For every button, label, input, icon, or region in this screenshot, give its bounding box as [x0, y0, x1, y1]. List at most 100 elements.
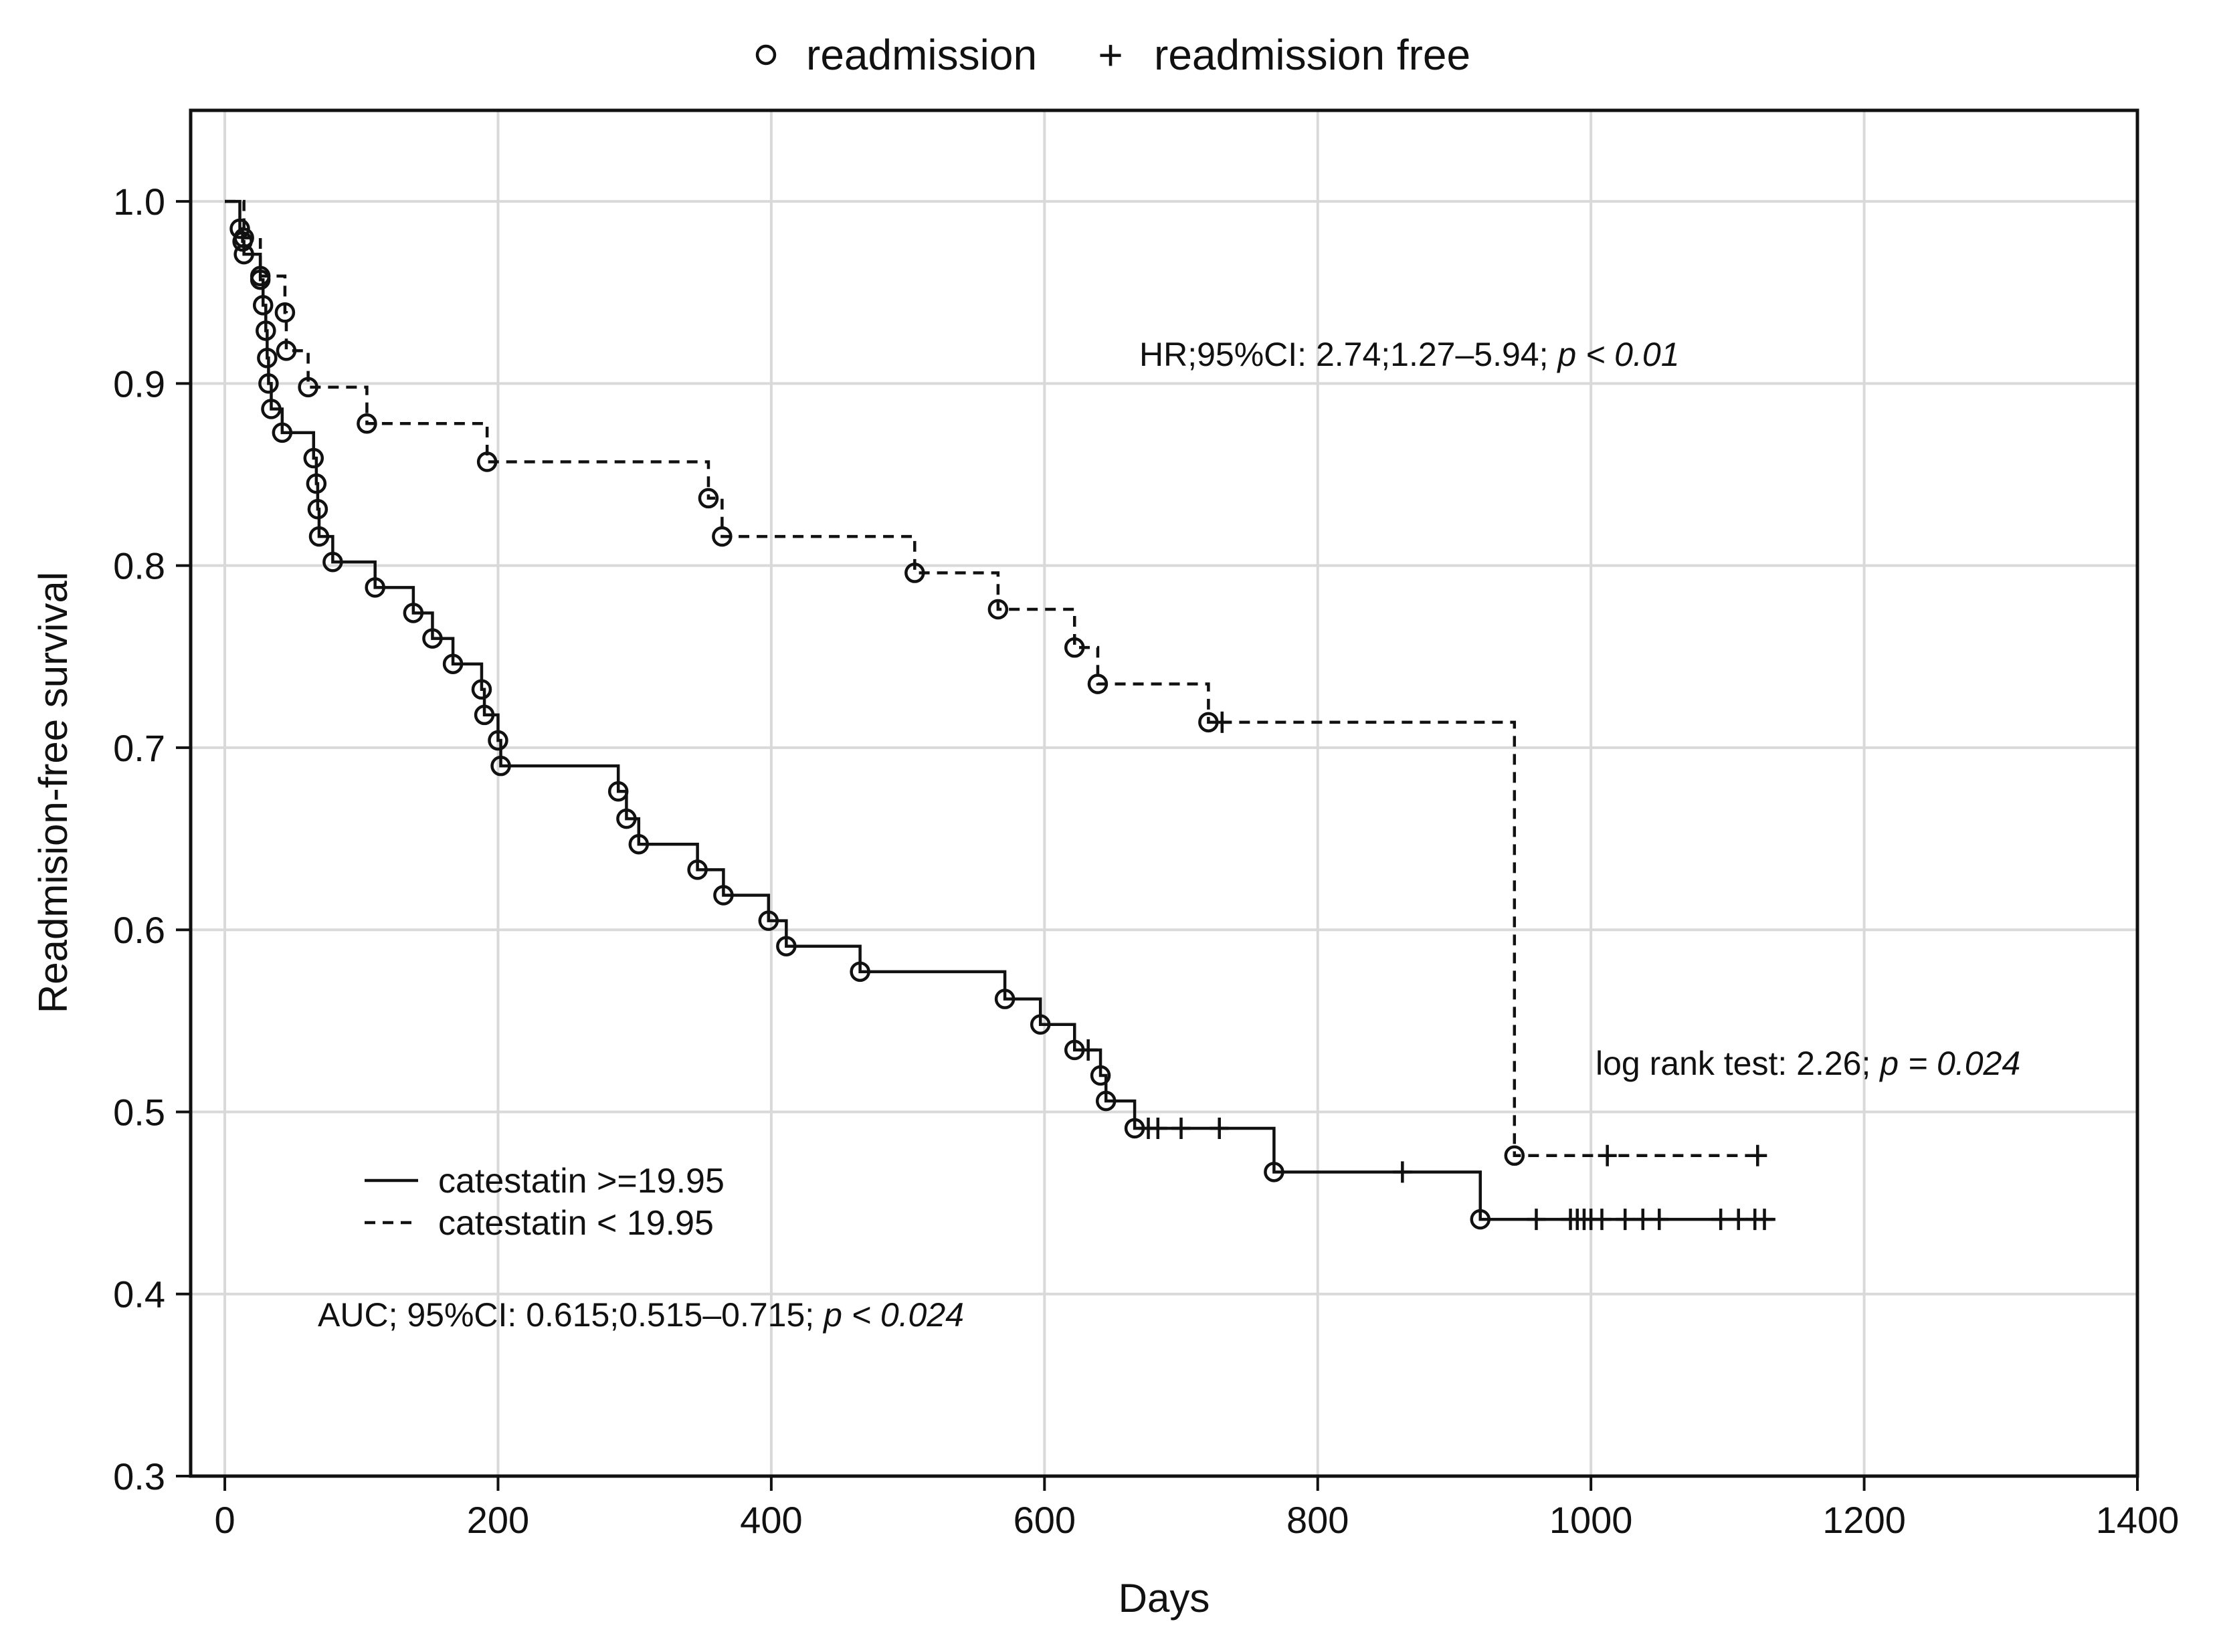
- readmission-marker: [488, 730, 508, 751]
- censor-marker: [1748, 1144, 1767, 1166]
- readmission-marker: [272, 422, 293, 443]
- x-axis-title: Days: [1119, 1576, 1210, 1621]
- censor-marker: [1212, 711, 1232, 733]
- readmission-marker: [1095, 1090, 1117, 1112]
- x-tick-label: 600: [1014, 1499, 1076, 1541]
- series-high-line: [225, 199, 1775, 1221]
- readmission-marker: [698, 488, 719, 509]
- readmission-marker: [422, 628, 443, 649]
- y-tick-label: 0.8: [113, 545, 165, 587]
- legend-readmission-free-label: readmission free: [1154, 31, 1470, 79]
- readmission-marker: [490, 755, 511, 777]
- logrank-annotation-text: log rank test: 2.26;: [1596, 1045, 1880, 1082]
- readmission-marker: [308, 526, 330, 547]
- series-legend: catestatin >=19.95 catestatin < 19.95: [365, 1162, 725, 1243]
- readmission-marker: [713, 885, 734, 906]
- x-tick-label: 200: [467, 1499, 529, 1541]
- readmission-marker: [904, 562, 925, 583]
- censor-marker: [1729, 1209, 1748, 1231]
- readmission-marker: [1087, 674, 1109, 694]
- readmission-marker: [307, 499, 328, 520]
- readmission-marker: [365, 577, 385, 598]
- readmission-marker: [616, 808, 637, 829]
- readmission-marker: [687, 859, 708, 880]
- legend-series-high-label: catestatin >=19.95: [438, 1162, 725, 1201]
- y-tick-label: 0.6: [113, 909, 165, 951]
- censor-marker: [1171, 1117, 1191, 1139]
- logrank-annotation-p: p = 0.024: [1879, 1045, 2020, 1082]
- hr-annotation-p: p < 0.01: [1556, 336, 1679, 373]
- readmission-marker: [1090, 1065, 1111, 1086]
- hr-annotation-text: HR;95%CI: 2.74;1.27–5.94;: [1139, 336, 1557, 373]
- y-tick-label: 0.4: [113, 1273, 165, 1316]
- readmission-marker: [257, 348, 278, 369]
- auc-annotation-p: p < 0.024: [822, 1296, 964, 1334]
- readmission-marker: [471, 679, 492, 700]
- readmission-marker: [303, 447, 324, 469]
- readmission-marker: [261, 399, 282, 419]
- x-tick-label: 1200: [1822, 1499, 1906, 1541]
- censor-marker: [1148, 1117, 1167, 1139]
- readmission-marker: [252, 295, 274, 316]
- censor-marker: [1616, 1209, 1635, 1231]
- x-tick-label: 0: [214, 1499, 235, 1541]
- auc-annotation-text: AUC; 95%CI: 0.615;0.515–0.715;: [318, 1296, 824, 1334]
- readmission-marker: [1030, 1014, 1051, 1035]
- censor-marker: [1592, 1209, 1612, 1231]
- readmission-marker: [474, 704, 495, 726]
- readmission-marker: [276, 340, 297, 361]
- x-tick-label: 400: [740, 1499, 802, 1541]
- censor-marker: [1633, 1209, 1652, 1231]
- y-tick-label: 0.3: [113, 1455, 165, 1498]
- readmission-marker: [776, 936, 797, 956]
- hr-annotation: HR;95%CI: 2.74;1.27–5.94; p < 0.01: [1139, 336, 1680, 373]
- axis-ticks: 0 200 400 600 800 1000 1200 1400 0.3 0.4 0.5 0.6 0.7…: [113, 181, 2179, 1541]
- x-tick-label: 800: [1286, 1499, 1349, 1541]
- censor-marker: [1210, 1117, 1229, 1139]
- readmission-marker: [994, 989, 1016, 1009]
- readmission-marker: [357, 413, 377, 434]
- y-tick-label: 0.9: [113, 363, 165, 405]
- series-low-line: [225, 199, 1758, 1158]
- readmission-marker: [607, 781, 629, 802]
- series-layer: [225, 199, 1775, 1231]
- readmission-marker: [274, 302, 296, 323]
- censor-marker: [1650, 1209, 1669, 1231]
- readmission-marker: [628, 833, 650, 855]
- readmission-marker: [712, 526, 733, 547]
- censor-marker: [1598, 1144, 1617, 1166]
- gridlines: [191, 110, 2137, 1476]
- readmission-marker: [1264, 1162, 1284, 1182]
- legend-readmission-label: readmission: [806, 31, 1037, 79]
- readmission-marker: [850, 961, 870, 983]
- censor-marker: [1393, 1161, 1412, 1183]
- readmission-marker: [306, 473, 327, 494]
- censor-marker: [1527, 1209, 1546, 1231]
- readmission-marker: [987, 599, 1009, 620]
- y-tick-label: 0.5: [113, 1091, 165, 1133]
- readmission-marker: [1064, 637, 1085, 658]
- series-low: [225, 199, 1767, 1166]
- readmission-marker: [1470, 1209, 1490, 1230]
- y-tick-label: 1.0: [113, 181, 165, 223]
- x-tick-label: 1000: [1549, 1499, 1633, 1541]
- readmission-marker: [322, 551, 343, 573]
- readmission-marker: [758, 910, 779, 931]
- readmission-marker: [403, 603, 424, 623]
- readmission-marker: [258, 373, 279, 394]
- y-axis-title: Readmision-free survival: [31, 572, 76, 1013]
- x-tick-label: 1400: [2096, 1499, 2180, 1541]
- y-tick-label: 0.7: [113, 727, 165, 769]
- censor-marker: [1711, 1209, 1731, 1231]
- readmission-marker: [298, 377, 318, 398]
- readmission-marker: [476, 451, 498, 472]
- censor-marker: [1078, 1039, 1098, 1061]
- censor-marker: [1755, 1209, 1774, 1231]
- readmission-marker: [1504, 1145, 1525, 1166]
- plot-frame: [189, 108, 2139, 1478]
- logrank-annotation: log rank test: 2.26; p = 0.024: [1596, 1045, 2020, 1082]
- auc-annotation: AUC; 95%CI: 0.615;0.515–0.715; p < 0.024: [318, 1296, 964, 1334]
- legend-series-low-label: catestatin < 19.95: [438, 1204, 714, 1243]
